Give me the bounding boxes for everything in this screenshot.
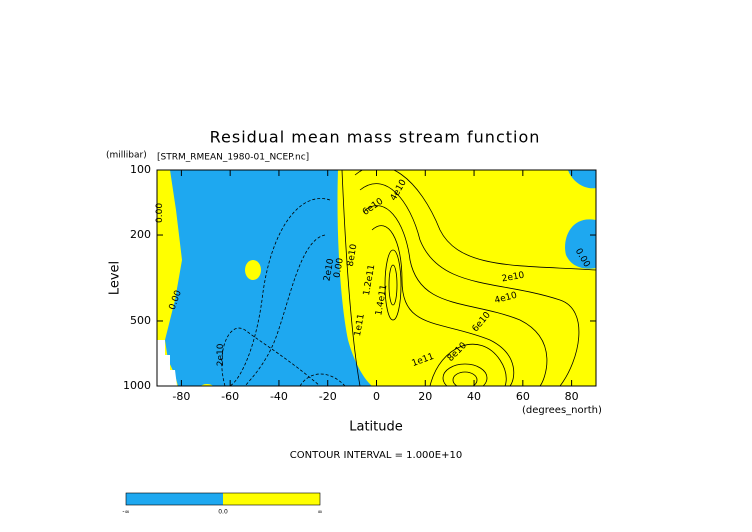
positive-region <box>245 260 261 280</box>
contour-label: 2e10 <box>323 258 337 282</box>
y-tick-label: 200 <box>130 228 151 241</box>
negative-region <box>565 219 596 269</box>
chart-title: Residual mean mass stream function <box>210 128 541 147</box>
y-unit: (millibar) <box>106 151 147 161</box>
colorbar-label: ∞ <box>318 509 323 516</box>
contour-line <box>359 183 580 386</box>
colorbar-frame <box>125 492 321 506</box>
contour-label: 1e11 <box>353 313 367 337</box>
y-tick-label: 1000 <box>123 379 151 392</box>
colorbar-negative <box>126 493 223 505</box>
y-tick-label: 100 <box>130 163 151 176</box>
contour-label: 0.00 <box>155 203 165 223</box>
contour-line <box>442 363 488 386</box>
contour-label: 8e10 <box>346 243 360 267</box>
x-tick-label: 80 <box>565 390 579 403</box>
x-tick-label: 60 <box>516 390 530 403</box>
contour-line <box>388 264 398 306</box>
contour-label: 2e10 <box>501 271 525 285</box>
contour-line <box>384 249 402 321</box>
subtitle: [STRM_RMEAN_1980-01_NCEP.nc] <box>157 153 309 163</box>
x-unit: (degrees_north) <box>522 405 602 416</box>
contour-line <box>452 371 478 386</box>
x-axis-title: Latitude <box>349 420 403 435</box>
x-tick-label: 0 <box>373 390 380 403</box>
x-tick-label: -20 <box>319 390 337 403</box>
x-tick-label: -80 <box>172 390 190 403</box>
negative-region <box>568 170 596 189</box>
contour-line <box>354 170 596 271</box>
field <box>157 170 596 386</box>
x-tick-label: 20 <box>418 390 432 403</box>
contour-line <box>229 198 331 386</box>
contour-line <box>364 205 548 386</box>
contour-line <box>221 327 321 386</box>
contour-line <box>371 225 515 386</box>
y-axis-title: Level <box>108 261 123 295</box>
x-tick-label: 40 <box>467 390 481 403</box>
colorbar-label: -∞ <box>122 509 129 516</box>
colorbar-label: 0.0 <box>218 509 228 516</box>
contour-line <box>299 373 346 386</box>
missing-data <box>157 340 177 386</box>
contour-line <box>244 234 326 386</box>
negative-region <box>165 170 372 386</box>
y-tick-label: 500 <box>130 314 151 327</box>
x-tick-label: -60 <box>221 390 239 403</box>
contour-interval: CONTOUR INTERVAL = 1.000E+10 <box>290 450 462 461</box>
colorbar-positive <box>223 493 320 505</box>
x-tick-label: -40 <box>270 390 288 403</box>
contour-line <box>429 343 507 386</box>
contour-label: 0.00 <box>333 257 346 279</box>
contour-label: 2e10 <box>216 343 226 366</box>
positive-region <box>200 384 214 386</box>
contour-line <box>341 170 361 386</box>
